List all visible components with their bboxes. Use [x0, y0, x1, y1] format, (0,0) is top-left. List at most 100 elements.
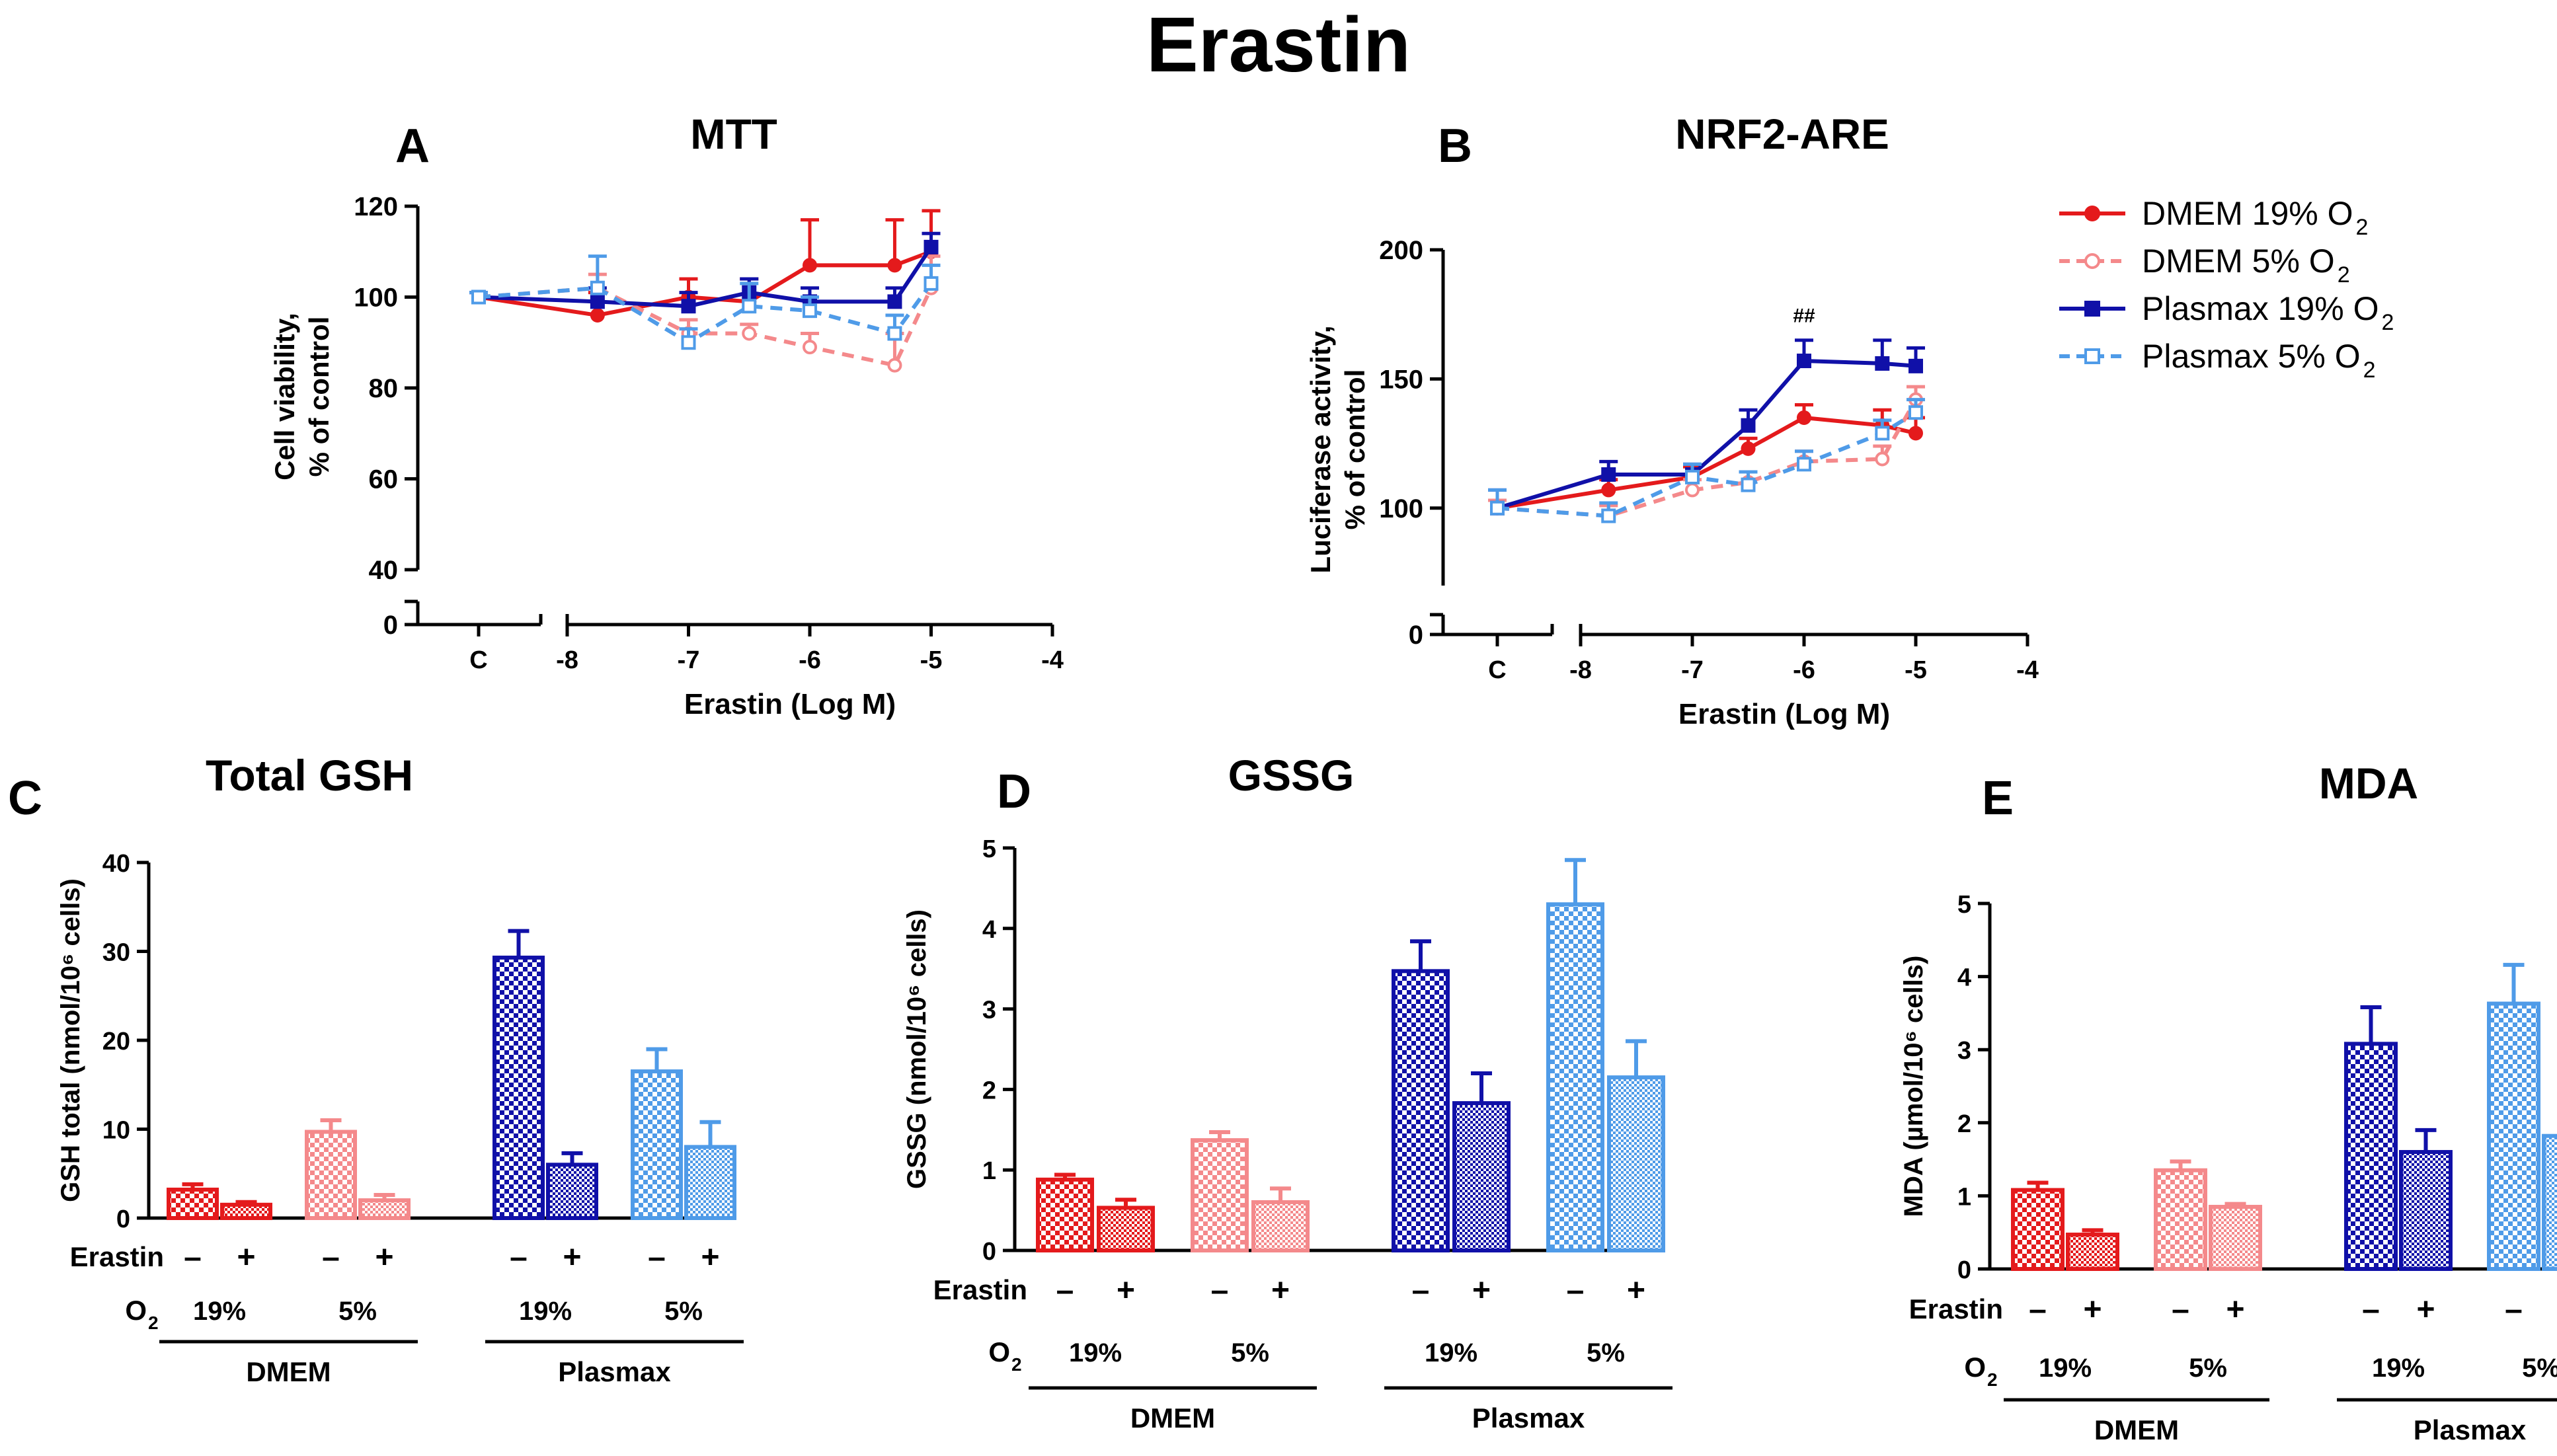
y-tick-label: 150 — [1379, 365, 1423, 394]
erastin-sign: – — [322, 1240, 340, 1275]
legend-label: DMEM 19% O — [2142, 195, 2353, 232]
series-plasmax19 — [469, 231, 941, 314]
y-axis-label: Luciferase activity,% of control — [1305, 325, 1370, 573]
bar — [305, 1130, 357, 1221]
erastin-sign: + — [1271, 1273, 1290, 1308]
bar-group — [1036, 1172, 1094, 1253]
y-tick-label: 0 — [1409, 621, 1423, 650]
y-axis-label: GSH total (nmol/10⁶ cells) — [56, 878, 85, 1202]
bar — [1452, 1101, 1511, 1252]
data-point — [681, 335, 696, 350]
data-point — [1685, 482, 1700, 498]
legend-label-subscript: 2 — [2356, 215, 2369, 240]
y-tick-label: 100 — [354, 284, 398, 313]
legend-label: Plasmax 5% O — [2142, 338, 2361, 375]
data-point — [887, 258, 902, 273]
erastin-sign: + — [1627, 1273, 1645, 1308]
o2-row-label-subscript: 2 — [1987, 1369, 1998, 1390]
o2-value: 5% — [338, 1297, 377, 1326]
bar-group — [1251, 1186, 1310, 1253]
erastin-sign: – — [2172, 1292, 2189, 1327]
bar — [2344, 1042, 2398, 1272]
series-dmem5 — [1488, 385, 1925, 523]
o2-value: 5% — [664, 1297, 703, 1326]
y-tick-label: 5 — [1957, 891, 1971, 919]
o2-value: 19% — [1425, 1338, 1477, 1367]
y-tick-label: 4 — [982, 916, 996, 944]
legend-marker — [2084, 206, 2100, 221]
y-tick-label: 5 — [982, 835, 996, 863]
x-tick-label: -8 — [1569, 656, 1592, 684]
data-point — [1601, 508, 1616, 523]
erastin-sign: – — [510, 1240, 528, 1275]
erastin-sign: + — [1472, 1273, 1491, 1308]
bar — [631, 1069, 683, 1220]
bar — [2066, 1233, 2119, 1271]
data-point — [590, 294, 605, 309]
series-plasmax5 — [469, 254, 941, 350]
o2-row-label-subscript: 2 — [1011, 1354, 1022, 1375]
o2-row-label-subscript: 2 — [148, 1313, 159, 1333]
erastin-sign: – — [1412, 1273, 1430, 1308]
erastin-row-label: Erastin — [933, 1274, 1027, 1305]
bar — [2154, 1168, 2207, 1271]
x-axis-label: Erastin (Log M) — [1678, 698, 1890, 730]
erastin-sign: + — [375, 1240, 393, 1275]
data-point — [803, 258, 817, 273]
y-tick-label: 120 — [354, 192, 398, 221]
erastin-sign: – — [1056, 1273, 1074, 1308]
bar — [1097, 1206, 1155, 1253]
legend-label-subscript: 2 — [2381, 310, 2394, 335]
bar — [2542, 1133, 2557, 1272]
bar-group — [684, 1120, 736, 1221]
medium-label: DMEM — [1130, 1402, 1215, 1434]
panel-letter: C — [8, 772, 42, 825]
erastin-row-label: Erastin — [1909, 1293, 2003, 1324]
x-tick-label: -5 — [920, 646, 943, 674]
legend-label: DMEM 5% O — [2142, 243, 2335, 280]
bar-group — [1392, 939, 1450, 1252]
bar-group — [631, 1047, 683, 1220]
x-tick-label: -7 — [1681, 656, 1704, 684]
erastin-sign: + — [2226, 1292, 2244, 1327]
bar-group — [2487, 962, 2540, 1271]
legend-label-subscript: 2 — [2338, 262, 2350, 287]
panel-d-gssg-chart: D GSSG 0 1 2 3 4 5 GSSG (nmol/10⁶ cells) – + – + – + – +… — [902, 751, 1672, 1434]
data-point — [1685, 469, 1700, 484]
panel-letter: D — [997, 765, 1031, 818]
data-point — [887, 294, 902, 309]
significance-annotation: ## — [1793, 305, 1815, 326]
y-tick-label: 100 — [1379, 494, 1423, 523]
medium-label: Plasmax — [558, 1356, 671, 1387]
bar — [167, 1187, 219, 1220]
bar-group — [1607, 1039, 1665, 1252]
panel-title: MTT — [690, 110, 777, 158]
data-point — [681, 299, 696, 314]
medium-label: Plasmax — [2414, 1414, 2527, 1445]
x-tick-label: -4 — [2016, 656, 2039, 684]
data-point — [742, 299, 757, 314]
data-point — [1875, 356, 1890, 371]
y-axis-label-line2: % of control — [1339, 369, 1370, 530]
o2-value: 5% — [2189, 1354, 2227, 1383]
panel-title: NRF2-ARE — [1675, 110, 1889, 158]
y-tick-label: 4 — [1957, 964, 1971, 992]
panel-b-nrf2-chart: B NRF2-ARE 0 100 150 200 Luciferase activity,%… — [1305, 110, 2039, 730]
y-tick-label: 40 — [102, 850, 130, 878]
panel-letter: E — [1982, 772, 2014, 825]
legend-marker — [2084, 348, 2100, 364]
bar — [1251, 1200, 1310, 1253]
y-tick-label: 60 — [369, 465, 399, 494]
series-dmem19 — [469, 209, 941, 323]
o2-value: 19% — [2039, 1354, 2092, 1383]
series-line-plasmax19 — [1497, 358, 1916, 510]
y-tick-label: 10 — [102, 1117, 130, 1145]
panel-title: Total GSH — [206, 751, 413, 800]
erastin-sign: – — [1567, 1273, 1585, 1308]
o2-row-label: O — [1964, 1352, 1986, 1383]
bar-group — [492, 929, 545, 1221]
bar-group — [358, 1193, 411, 1220]
